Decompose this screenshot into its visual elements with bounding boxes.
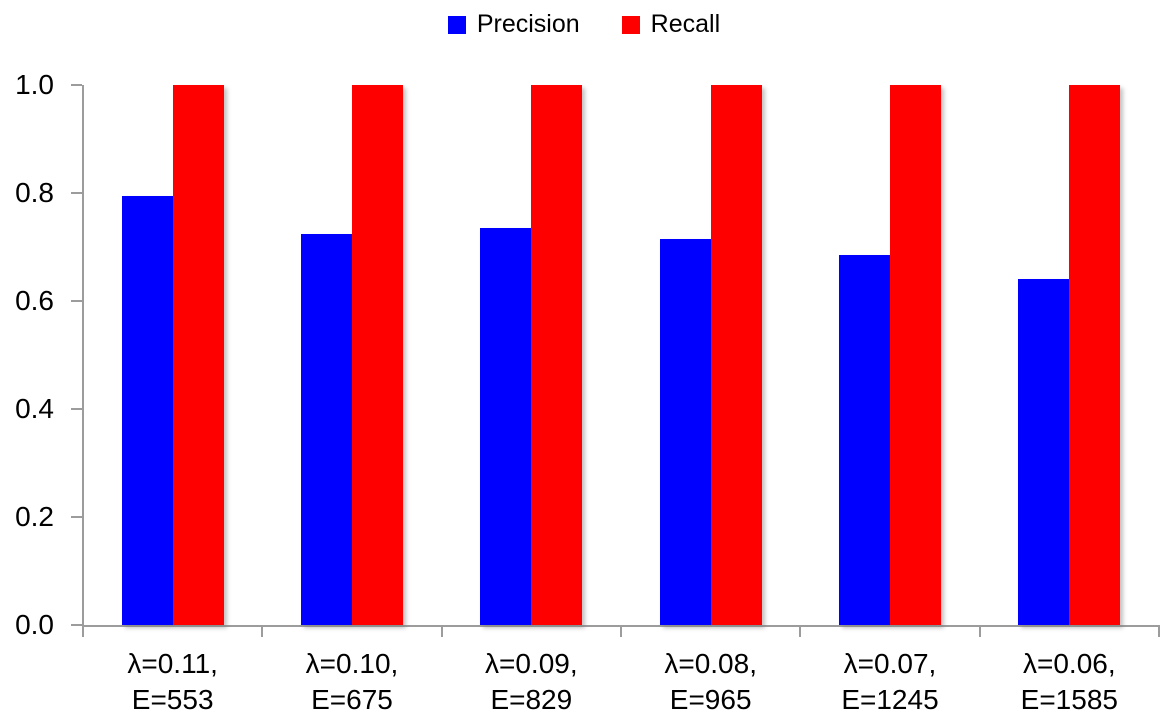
chart-legend: Precision Recall [0,10,1168,39]
precision-bar-5 [1018,279,1070,625]
recall-bar-2 [531,85,583,625]
y-axis-tick [71,84,82,86]
x-axis-category-label-0: λ=0.11, E=553 [83,646,262,718]
legend-label-precision: Precision [476,10,580,38]
recall-bar-1 [352,85,403,625]
legend-item-recall: Recall [621,10,721,39]
legend-item-precision: Precision [447,10,580,39]
x-axis-category-label-1: λ=0.10, E=675 [262,646,441,718]
y-axis-tick [71,624,82,626]
x-axis-tick [620,627,622,637]
precision-swatch-icon [447,15,466,34]
recall-bar-4 [890,85,941,625]
x-label-line2: E=675 [311,684,393,715]
precision-bar-2 [480,228,532,625]
x-label-line2: E=829 [490,684,573,715]
legend-label-recall: Recall [650,10,721,38]
x-label-line2: E=1245 [841,684,939,715]
x-label-line2: E=553 [131,684,214,715]
y-axis-line [82,85,84,627]
x-axis-tick [261,627,264,637]
x-axis-category-label-5: λ=0.06, E=1585 [980,646,1159,718]
x-label-line1: λ=0.07, [843,648,937,679]
precision-bar-0 [121,195,173,625]
x-axis-tick [82,627,84,637]
y-axis-tick [71,516,82,518]
x-label-line1: λ=0.06, [1023,648,1116,679]
y-axis-tick-label: 0.0 [15,609,54,640]
precision-bar-1 [301,233,352,625]
x-label-line1: λ=0.11, [127,648,218,679]
y-axis-tick [71,300,82,302]
x-axis-line [82,625,1160,627]
x-axis-category-label-3: λ=0.08, E=965 [621,646,800,718]
y-axis-tick-label: 1.0 [15,69,54,100]
recall-bar-0 [172,85,224,625]
x-label-line2: E=1585 [1020,684,1118,715]
recall-bar-3 [710,85,762,625]
y-axis-tick-label: 0.4 [15,393,54,424]
x-axis-category-label-2: λ=0.09, E=829 [442,646,621,718]
x-axis-category-label-4: λ=0.07, E=1245 [800,646,979,718]
x-axis-tick [978,627,981,637]
x-label-line1: λ=0.09, [485,648,578,679]
recall-swatch-icon [621,15,640,34]
y-axis-tick-label: 0.6 [15,285,54,316]
x-label-line1: λ=0.10, [305,648,399,679]
x-axis-tick [799,627,802,637]
precision-bar-3 [659,238,711,625]
y-axis-tick [71,192,82,194]
x-label-line2: E=965 [669,684,752,715]
precision-bar-4 [839,255,890,625]
x-label-line1: λ=0.08, [664,648,757,679]
x-axis-tick [440,627,443,637]
x-axis-tick [1158,627,1160,637]
y-axis-tick-label: 0.2 [15,501,54,532]
y-axis-tick [71,408,82,410]
y-axis-tick-label: 0.8 [15,177,54,208]
recall-bar-5 [1069,85,1121,625]
